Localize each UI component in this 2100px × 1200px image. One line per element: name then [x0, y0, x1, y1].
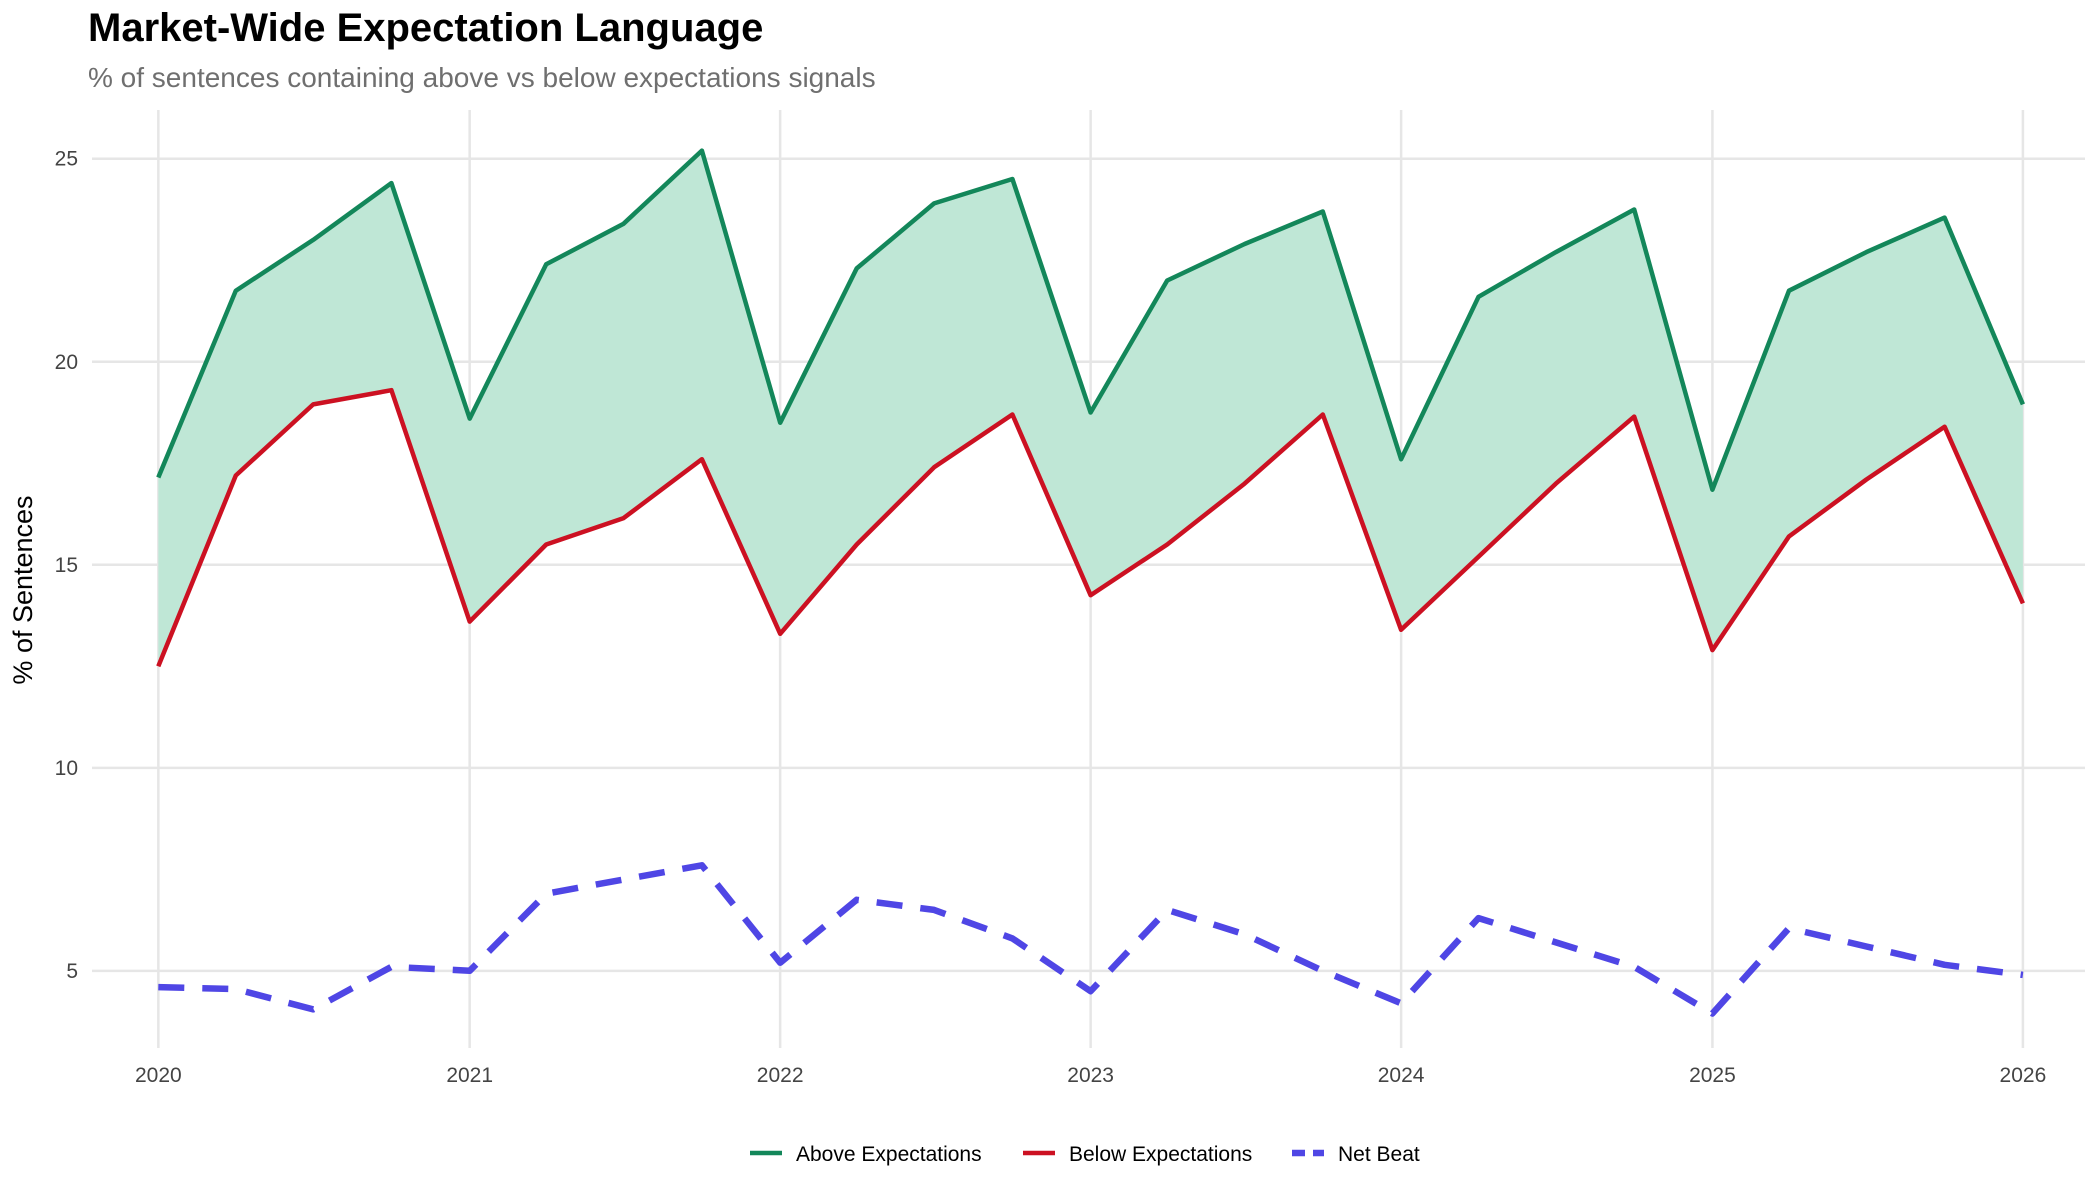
- legend-label-below-expectations: Below Expectations: [1069, 1143, 1252, 1166]
- x-tick-label: 2022: [757, 1064, 804, 1087]
- x-tick-labels: 2020 2021 2022 2023 2024 2025 2026: [135, 1064, 2046, 1087]
- x-tick-label: 2020: [135, 1064, 182, 1087]
- legend-label-above-expectations: Above Expectations: [796, 1143, 982, 1166]
- x-tick-label: 2023: [1067, 1064, 1114, 1087]
- y-tick-label: 5: [66, 960, 78, 983]
- chart-subtitle: % of sentences containing above vs below…: [88, 62, 876, 93]
- y-tick-label: 25: [55, 148, 78, 171]
- series-layer: [156, 148, 2025, 1017]
- series-line-above-expectations: [156, 148, 2025, 492]
- x-tick-label: 2024: [1378, 1064, 1425, 1087]
- legend-label-net-beat: Net Beat: [1338, 1143, 1420, 1166]
- x-tick-label: 2021: [446, 1064, 493, 1087]
- y-tick-labels: 5 10 15 20 25: [55, 148, 78, 983]
- y-axis-label: % of Sentences: [8, 495, 38, 684]
- y-tick-label: 10: [55, 757, 78, 780]
- fill-layer: [158, 150, 2023, 667]
- legend: Above Expectations Below Expectations Net …: [750, 1143, 1420, 1166]
- series-line-net-beat: [158, 862, 2024, 1017]
- x-tick-label: 2026: [2000, 1064, 2047, 1087]
- y-tick-label: 20: [55, 351, 78, 374]
- x-tick-label: 2025: [1689, 1064, 1736, 1087]
- chart-title: Market-Wide Expectation Language: [88, 6, 764, 50]
- y-tick-label: 15: [55, 554, 78, 577]
- expectation-gap-area: [158, 150, 2023, 667]
- series-line-below-expectations: [156, 387, 2025, 668]
